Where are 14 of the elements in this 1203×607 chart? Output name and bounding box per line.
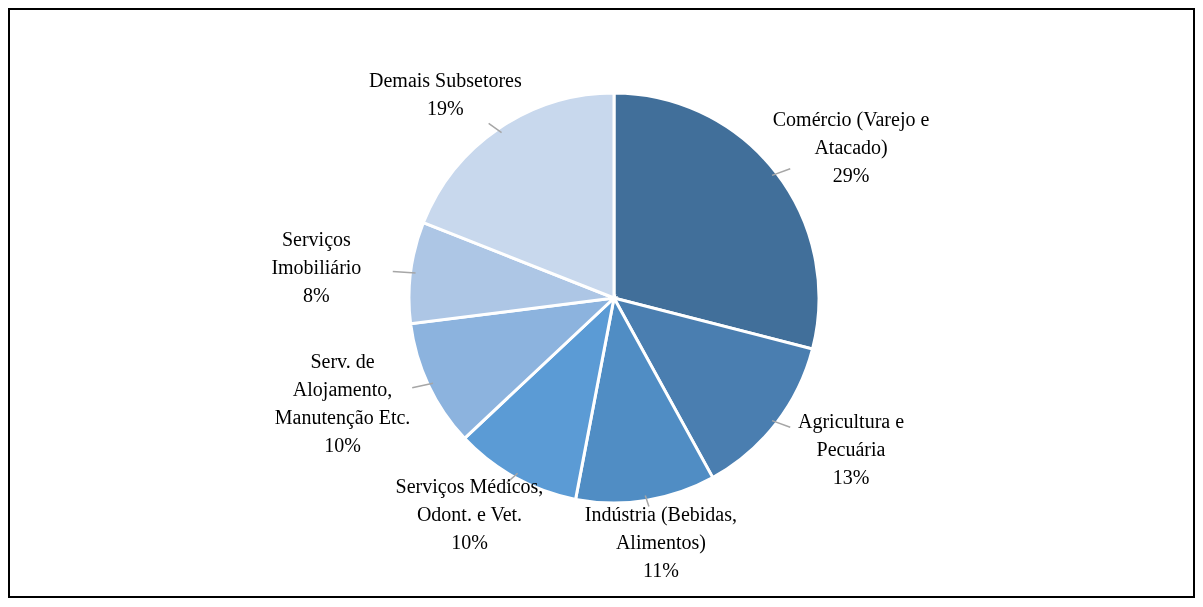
slice-label: Indústria (Bebidas, Alimentos) — [584, 502, 738, 554]
slice-label: Serviços Imobiliário — [271, 228, 362, 279]
slice-label: Serviços Médicos, Odont. e Vet. — [395, 475, 544, 526]
slice-label: Agricultura e Pecuária — [798, 410, 905, 461]
data-label: 11% — [642, 558, 679, 581]
slice-label: Demais Subsetores — [368, 68, 522, 91]
data-label: 10% — [451, 531, 488, 554]
data-label: 29% — [832, 163, 870, 186]
slice-label: Serv. de Alojamento, Manutenção Etc. — [274, 350, 411, 430]
slice-label: Comércio (Varejo e Atacado) — [772, 107, 930, 159]
data-label: 10% — [324, 434, 361, 457]
data-label: 19% — [427, 96, 464, 119]
data-label: 13% — [832, 466, 870, 489]
data-label: 8% — [303, 284, 330, 307]
